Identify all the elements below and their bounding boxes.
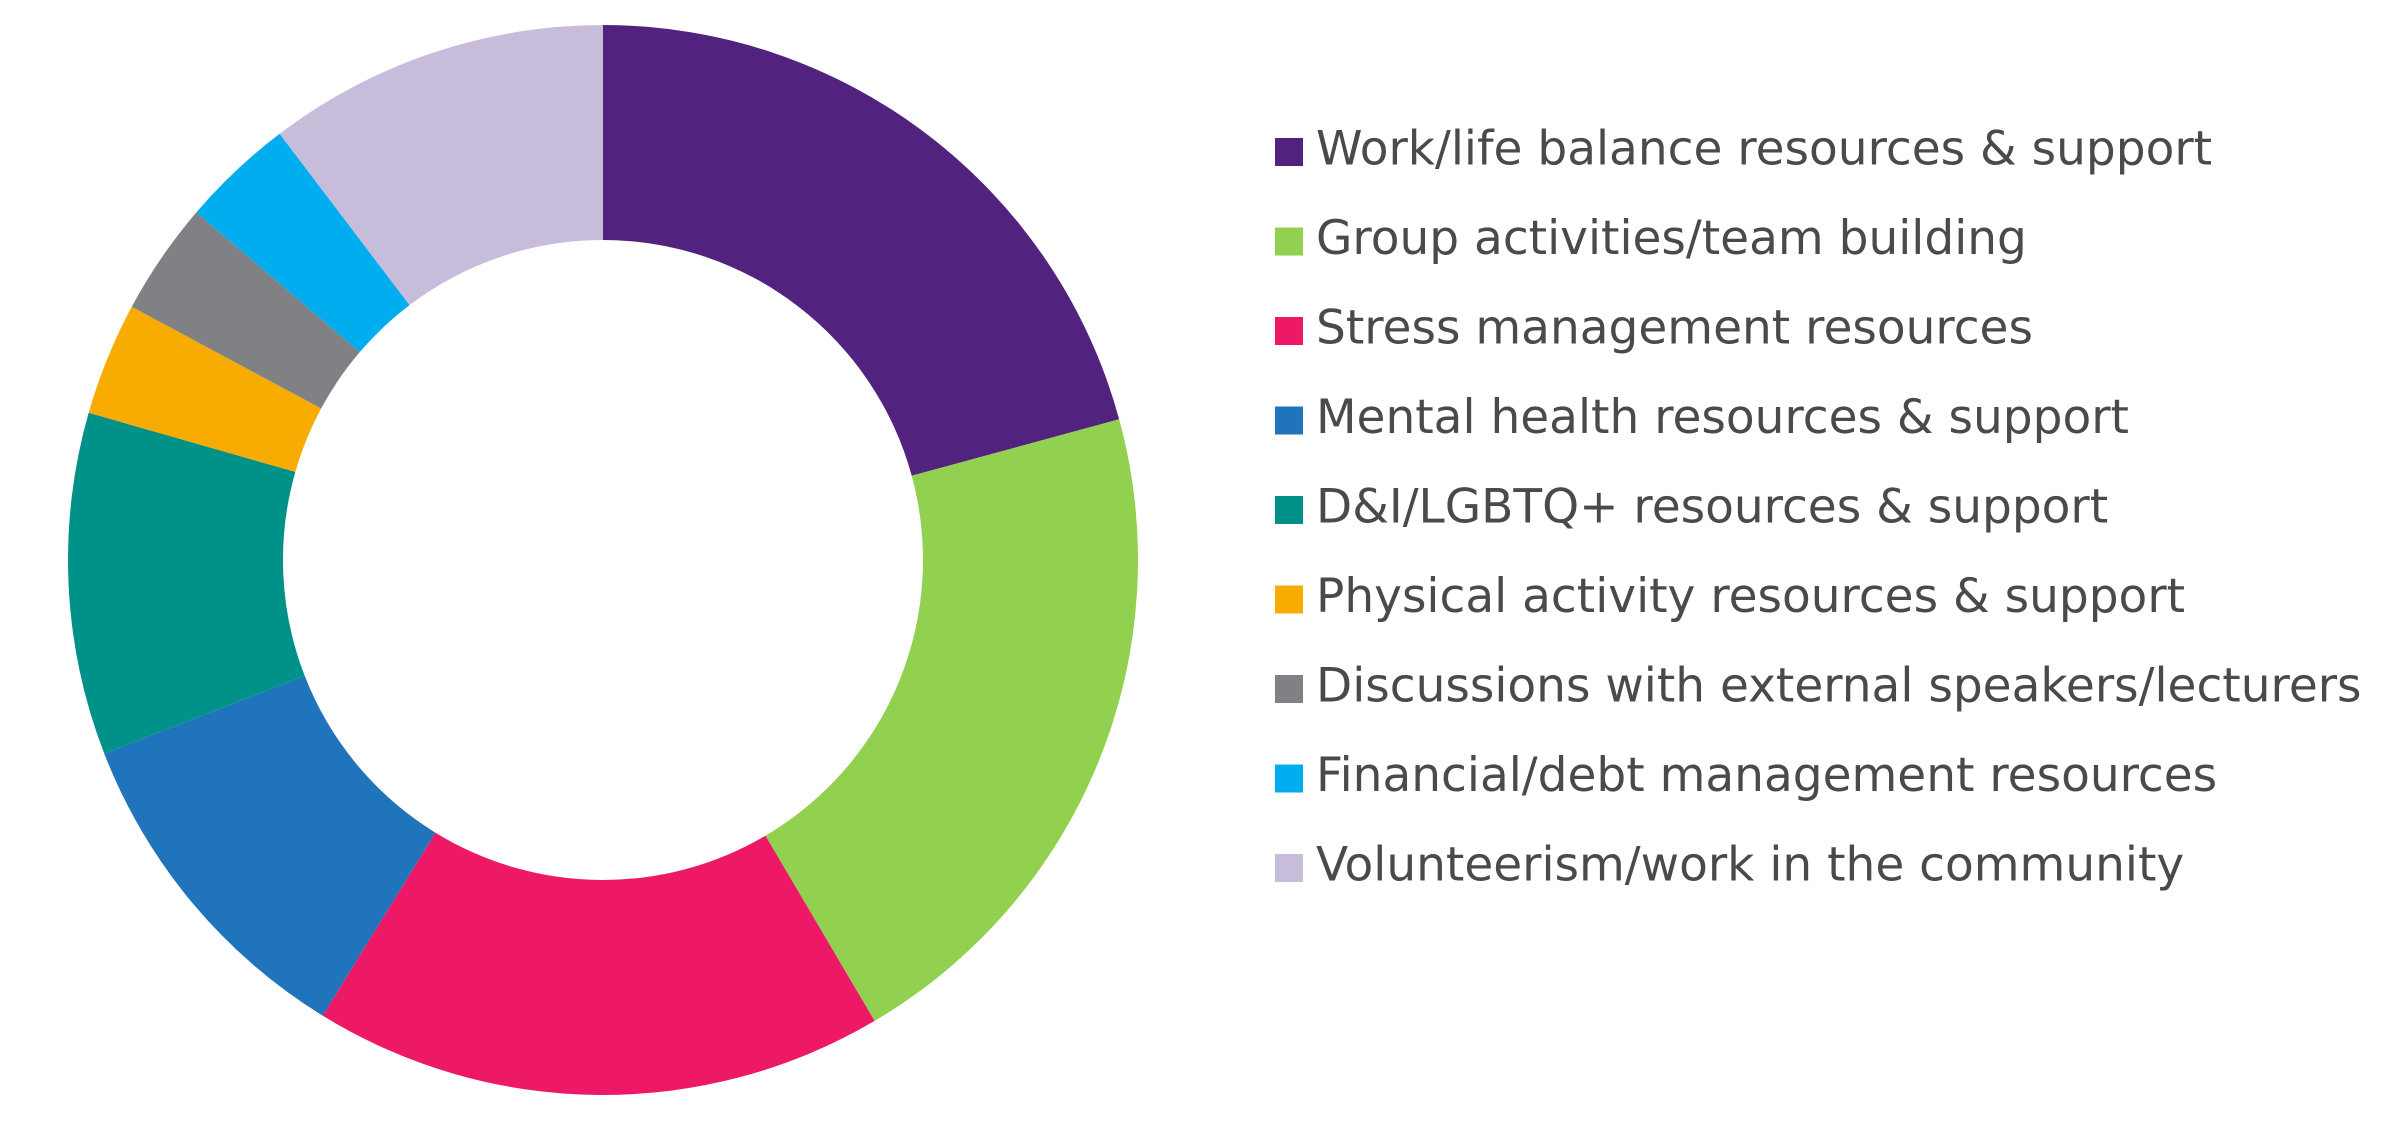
donut-segment (279, 25, 603, 306)
legend-swatch (1275, 764, 1303, 793)
legend-label: Discussions with external speakers/lectu… (1316, 659, 2362, 714)
legend-swatch (1275, 496, 1303, 524)
donut-segment (67, 412, 305, 754)
legend-swatch (1275, 585, 1303, 614)
legend-label: Financial/debt management resources (1316, 748, 2217, 803)
legend-label: Stress management resources (1316, 301, 2033, 356)
legend-swatch (1275, 138, 1303, 166)
legend-label: Group activities/team building (1316, 211, 2027, 266)
legend-swatch (1275, 406, 1303, 435)
donut-segment (88, 306, 322, 472)
donut-segment (196, 133, 410, 353)
legend-label: D&I/LGBTQ+ resources & support (1316, 480, 2108, 535)
legend-label: Mental health resources & support (1316, 390, 2129, 445)
donut-segment (104, 675, 436, 1016)
donut-segment (131, 212, 360, 409)
legend-swatch (1275, 227, 1303, 256)
donut-segment (603, 25, 1120, 476)
donut-segment (765, 419, 1139, 1021)
legend-label: Volunteerism/work in the community (1316, 838, 2184, 893)
legend-label: Physical activity resources & support (1316, 569, 2185, 624)
legend-swatch (1275, 854, 1303, 882)
legend-swatch (1275, 675, 1303, 703)
legend-label: Work/life balance resources & support (1316, 122, 2212, 177)
donut-segment (322, 832, 875, 1096)
legend-swatch (1275, 317, 1303, 345)
